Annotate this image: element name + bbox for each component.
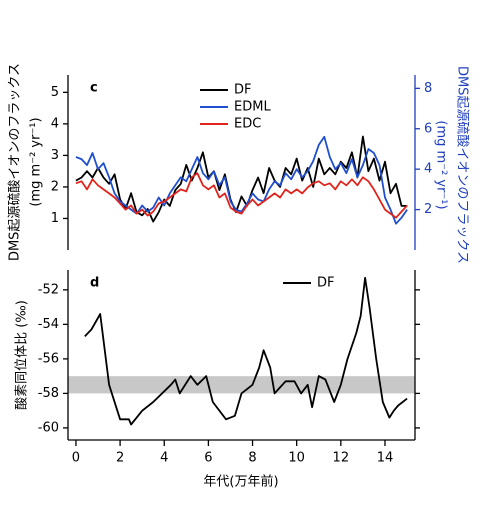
panel-label: c	[90, 81, 98, 96]
y-tick-label: -54	[38, 317, 59, 332]
y-tick-label: 3	[51, 148, 59, 163]
legend-label: EDC	[234, 117, 261, 132]
y-axis-unit: (mg m⁻² yr⁻¹)	[29, 117, 44, 206]
x-tick-label: 8	[248, 451, 256, 466]
y-axis-label: DMS起源硫酸イオンのフラックス	[8, 63, 23, 261]
x-tick-label: 2	[116, 451, 124, 466]
y2-axis-unit: (mg m⁻² yr⁻¹)	[434, 120, 449, 209]
y-axis-label: 酸素同位体比 (‰)	[15, 300, 30, 410]
data-line	[75, 135, 408, 225]
x-tick-label: 14	[377, 451, 394, 466]
x-tick-label: 4	[160, 451, 168, 466]
y-tick-label: -58	[38, 386, 59, 401]
y2-axis-label: DMS起源硫酸イオンのフラックス	[455, 66, 470, 264]
y-tick-label: 1	[51, 211, 59, 226]
data-line	[84, 276, 408, 426]
data-line	[75, 172, 408, 219]
x-tick-label: 0	[72, 451, 80, 466]
y-tick-label: 4	[51, 116, 59, 131]
y-tick-label: -52	[38, 282, 59, 297]
y2-tick-label: 8	[424, 81, 432, 96]
y-tick-label: 2	[51, 179, 59, 194]
reference-band	[68, 376, 415, 394]
x-tick-label: 12	[333, 451, 350, 466]
y-tick-label: 5	[51, 85, 59, 100]
y2-tick-label: 2	[424, 202, 432, 217]
y2-tick-label: 6	[424, 121, 432, 136]
y2-tick-label: 4	[424, 162, 432, 177]
legend-label: DF	[317, 276, 335, 291]
panel-label: d	[90, 276, 99, 291]
legend-label: EDML	[234, 100, 271, 115]
x-axis-label: 年代(万年前)	[203, 474, 278, 490]
x-tick-label: 10	[288, 451, 305, 466]
y-tick-label: -56	[38, 351, 59, 366]
data-line	[75, 135, 408, 223]
x-tick-label: 6	[204, 451, 212, 466]
y-tick-label: -60	[38, 420, 59, 435]
legend-label: DF	[234, 83, 252, 98]
